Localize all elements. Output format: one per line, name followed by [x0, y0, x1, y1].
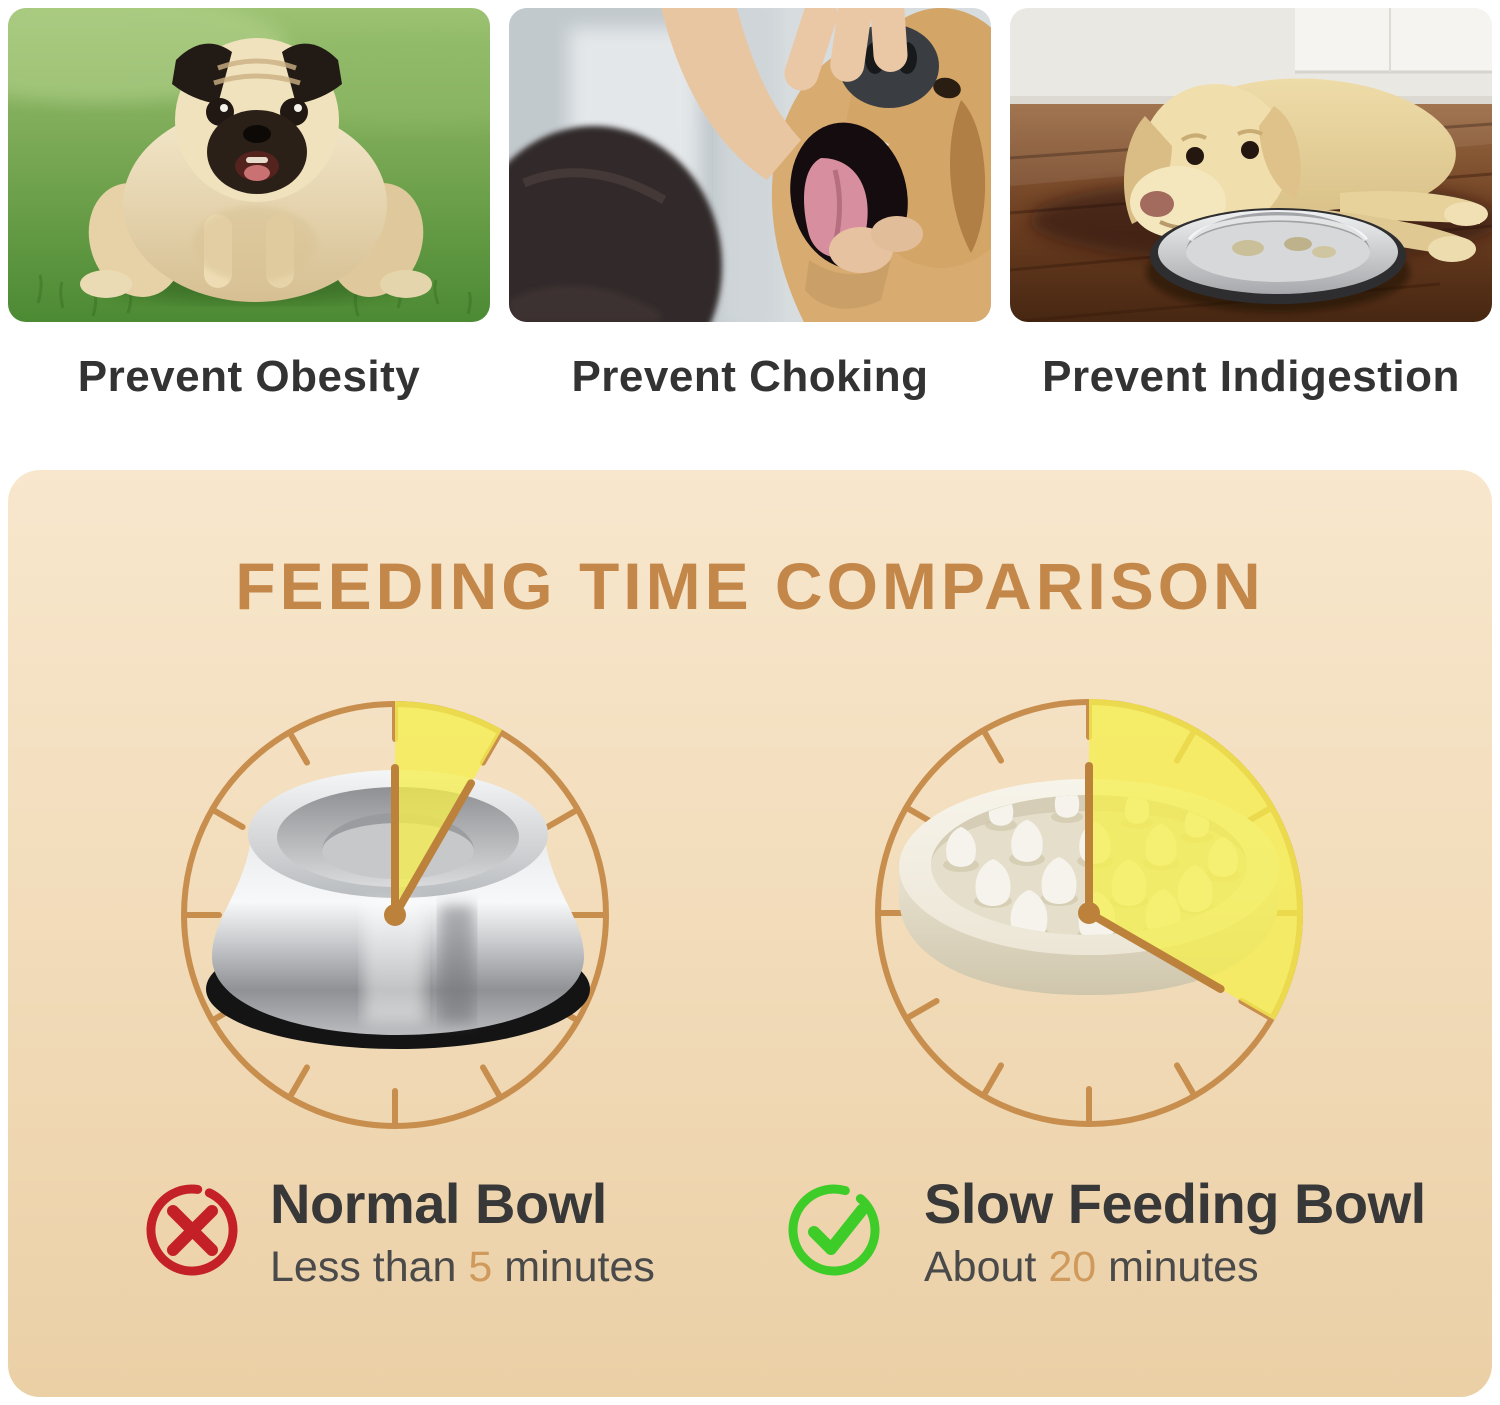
feeding-minutes-value: 5	[468, 1243, 493, 1291]
feeding-time-normal: Less than 5 minutes	[270, 1243, 655, 1291]
check-icon	[788, 1184, 880, 1276]
bowl-name-slow: Slow Feeding Bowl	[924, 1172, 1426, 1235]
feeding-time-slow: About 20 minutes	[924, 1243, 1259, 1291]
photo-obese-pug	[8, 8, 490, 322]
benefit-caption-choking: Prevent Choking	[571, 352, 929, 401]
normal-bowl-result: Normal Bowl Less than 5 minutes	[142, 1174, 655, 1292]
photo-choking-check	[509, 8, 991, 322]
clock-hand-minutes	[391, 779, 475, 919]
comparison-title: FEEDING TIME COMPARISON	[235, 549, 1265, 623]
clock-center-dot	[384, 904, 406, 926]
slow-bowl-result: Slow Feeding Bowl About 20 minutes	[784, 1174, 1426, 1292]
steel-bowl-small	[1146, 208, 1410, 312]
sad-labrador-illustration	[1010, 8, 1492, 322]
benefit-caption-indigestion: Prevent Indigestion	[1042, 352, 1460, 401]
bowl-name-normal: Normal Bowl	[270, 1172, 607, 1235]
clock-hand-minutes	[1085, 909, 1225, 993]
benefit-caption-obesity: Prevent Obesity	[77, 352, 421, 401]
clock-center-dot	[1078, 902, 1100, 924]
dog-mouth-check-illustration	[509, 8, 991, 322]
feeding-minutes-value: 20	[1048, 1243, 1097, 1291]
slow-bowl-clock	[875, 699, 1303, 1127]
normal-bowl-clock	[181, 701, 609, 1129]
photo-indigestion-dog	[1010, 8, 1492, 322]
cross-icon	[146, 1184, 238, 1276]
comparison-panel: FEEDING TIME COMPARISON	[8, 470, 1492, 1397]
obese-pug-illustration	[8, 8, 490, 322]
